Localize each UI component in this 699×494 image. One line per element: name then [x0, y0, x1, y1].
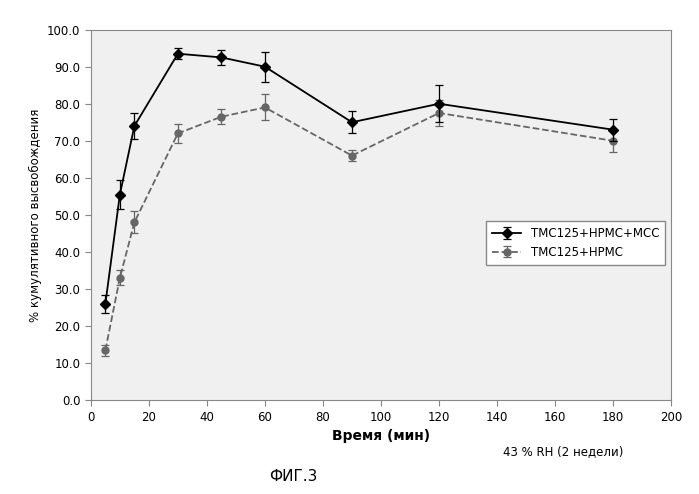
Text: ФИГ.3: ФИГ.3: [269, 469, 318, 484]
Text: 43 % RH (2 недели): 43 % RH (2 недели): [503, 446, 624, 458]
Legend: TMC125+HPMC+MCC, TMC125+HPMC: TMC125+HPMC+MCC, TMC125+HPMC: [486, 221, 665, 265]
Y-axis label: % кумулятивного высвобождения: % кумулятивного высвобождения: [29, 108, 41, 322]
X-axis label: Время (мин): Время (мин): [332, 429, 430, 443]
